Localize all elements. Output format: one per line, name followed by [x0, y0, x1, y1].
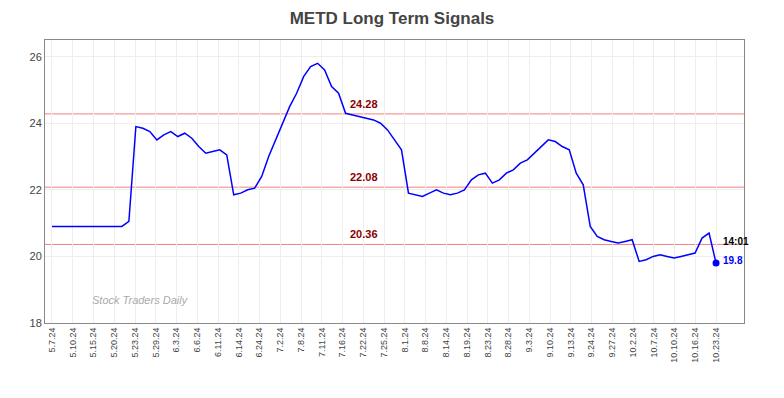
- svg-text:8.1.24: 8.1.24: [400, 328, 410, 353]
- svg-text:7.11.24: 7.11.24: [317, 328, 327, 357]
- svg-text:26: 26: [30, 51, 42, 63]
- svg-text:8.23.24: 8.23.24: [483, 328, 493, 358]
- svg-text:5.29.24: 5.29.24: [151, 328, 161, 358]
- svg-text:6.24.24: 6.24.24: [254, 328, 264, 358]
- svg-text:6.6.24: 6.6.24: [192, 328, 202, 353]
- svg-text:6.14.24: 6.14.24: [234, 328, 244, 358]
- svg-text:20.36: 20.36: [350, 228, 378, 240]
- svg-text:10.16.24: 10.16.24: [690, 328, 700, 363]
- svg-text:METD Long Term Signals: METD Long Term Signals: [290, 9, 495, 28]
- svg-text:8.19.24: 8.19.24: [462, 328, 472, 358]
- svg-text:9.27.24: 9.27.24: [607, 328, 617, 358]
- svg-text:10.10.24: 10.10.24: [669, 328, 679, 363]
- svg-text:9.3.24: 9.3.24: [524, 328, 534, 353]
- svg-text:9.13.24: 9.13.24: [566, 328, 576, 358]
- svg-text:10.23.24: 10.23.24: [711, 328, 721, 363]
- svg-text:6.11.24: 6.11.24: [213, 328, 223, 357]
- svg-text:5.10.24: 5.10.24: [68, 328, 78, 358]
- svg-text:18: 18: [30, 317, 42, 329]
- svg-text:7.25.24: 7.25.24: [379, 328, 389, 358]
- svg-text:24: 24: [30, 117, 42, 129]
- svg-text:5.23.24: 5.23.24: [130, 328, 140, 358]
- svg-text:7.22.24: 7.22.24: [358, 328, 368, 358]
- svg-text:20: 20: [30, 250, 42, 262]
- svg-text:9.10.24: 9.10.24: [545, 328, 555, 358]
- svg-text:14:01: 14:01: [723, 236, 749, 247]
- svg-text:7.8.24: 7.8.24: [296, 328, 306, 353]
- svg-text:22.08: 22.08: [350, 171, 378, 183]
- svg-text:5.7.24: 5.7.24: [47, 328, 57, 353]
- svg-text:19.8: 19.8: [723, 255, 743, 266]
- svg-text:7.16.24: 7.16.24: [337, 328, 347, 358]
- svg-text:9.24.24: 9.24.24: [586, 328, 596, 358]
- svg-text:10.2.24: 10.2.24: [628, 328, 638, 358]
- svg-text:Stock Traders Daily: Stock Traders Daily: [92, 294, 189, 306]
- svg-text:6.3.24: 6.3.24: [171, 328, 181, 353]
- svg-text:8.28.24: 8.28.24: [503, 328, 513, 358]
- svg-text:8.8.24: 8.8.24: [420, 328, 430, 353]
- svg-text:7.2.24: 7.2.24: [275, 328, 285, 353]
- svg-text:10.7.24: 10.7.24: [649, 328, 659, 358]
- svg-text:8.14.24: 8.14.24: [441, 328, 451, 358]
- svg-text:5.20.24: 5.20.24: [109, 328, 119, 358]
- svg-text:24.28: 24.28: [350, 98, 378, 110]
- svg-text:5.15.24: 5.15.24: [88, 328, 98, 358]
- svg-text:22: 22: [30, 184, 42, 196]
